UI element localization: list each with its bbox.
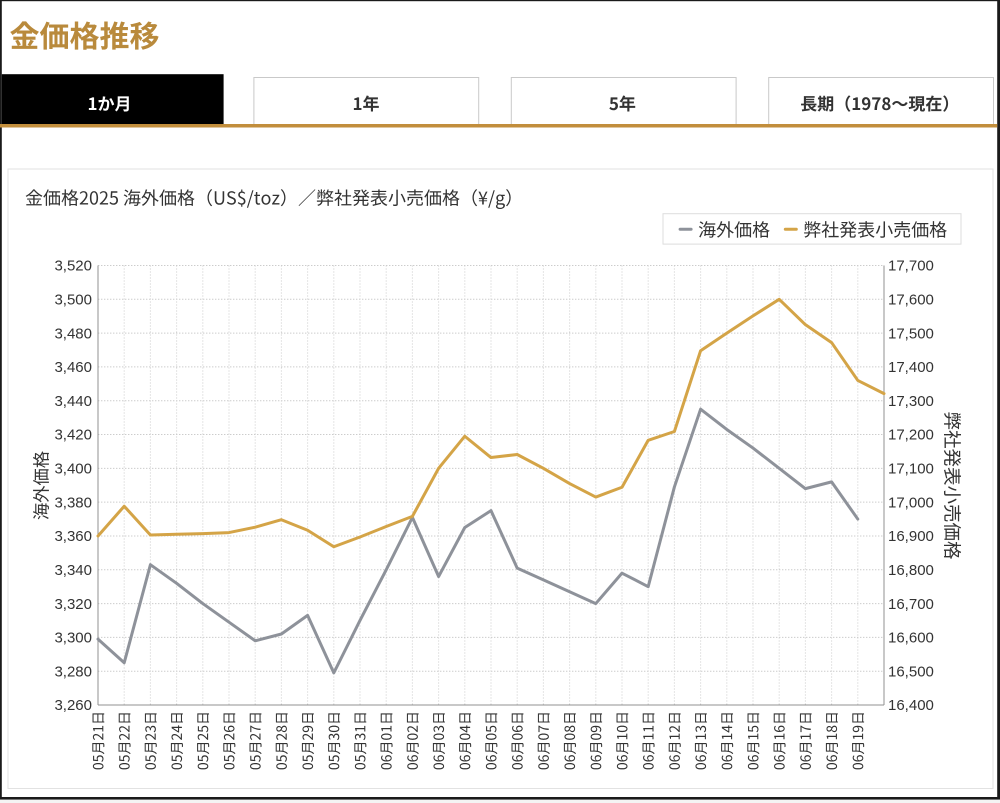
svg-text:17,100: 17,100: [888, 461, 934, 478]
svg-text:3,340: 3,340: [54, 562, 92, 579]
svg-text:16,400: 16,400: [888, 697, 934, 714]
svg-text:16,800: 16,800: [888, 562, 934, 579]
svg-text:3,400: 3,400: [54, 461, 92, 478]
svg-text:3,420: 3,420: [54, 427, 92, 444]
svg-text:17,000: 17,000: [888, 494, 934, 511]
svg-text:3,520: 3,520: [54, 258, 92, 275]
svg-text:3,500: 3,500: [54, 292, 92, 309]
svg-text:16,600: 16,600: [888, 630, 934, 647]
svg-text:16,500: 16,500: [888, 663, 934, 680]
svg-text:17,300: 17,300: [888, 393, 934, 410]
svg-text:3,460: 3,460: [54, 359, 92, 376]
svg-text:17,400: 17,400: [888, 359, 934, 376]
svg-text:3,320: 3,320: [54, 596, 92, 613]
svg-text:3,480: 3,480: [54, 325, 92, 342]
svg-text:17,700: 17,700: [888, 258, 934, 275]
svg-text:17,200: 17,200: [888, 427, 934, 444]
svg-text:3,380: 3,380: [54, 494, 92, 511]
svg-text:16,700: 16,700: [888, 596, 934, 613]
svg-text:3,300: 3,300: [54, 630, 92, 647]
svg-text:16,900: 16,900: [888, 528, 934, 545]
svg-text:3,360: 3,360: [54, 528, 92, 545]
svg-text:3,280: 3,280: [54, 663, 92, 680]
svg-text:3,260: 3,260: [54, 697, 92, 714]
svg-text:3,440: 3,440: [54, 393, 92, 410]
svg-text:17,500: 17,500: [888, 325, 934, 342]
svg-text:17,600: 17,600: [888, 292, 934, 309]
